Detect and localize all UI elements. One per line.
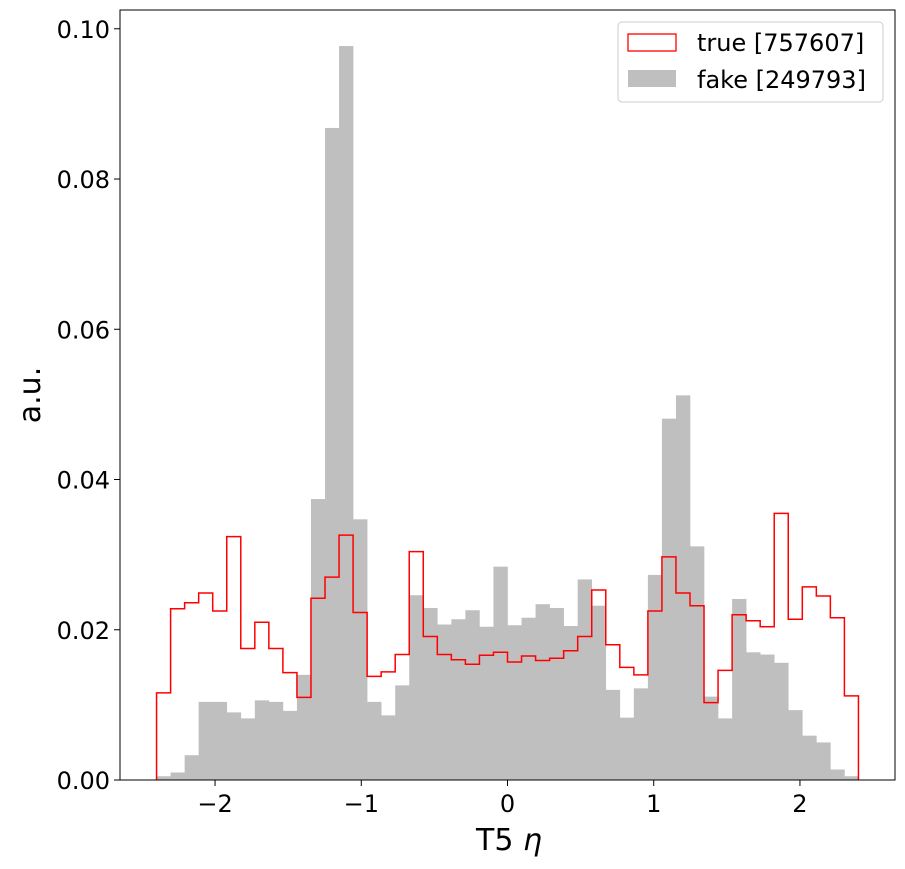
- fake-bar: [240, 718, 256, 780]
- fake-bar: [549, 607, 564, 780]
- fake-bar: [507, 625, 522, 780]
- fake-bar: [591, 605, 607, 780]
- fake-bar: [633, 688, 649, 780]
- fake-bar: [760, 654, 775, 780]
- fake-bar: [212, 701, 228, 780]
- fake-bar: [577, 579, 593, 780]
- fake-bar: [268, 701, 284, 780]
- fake-bar: [381, 715, 396, 780]
- fake-bar: [395, 685, 410, 780]
- fake-bar: [437, 624, 452, 780]
- x-tick-label: 1: [646, 790, 661, 818]
- x-tick-label: 0: [500, 790, 515, 818]
- x-tick-label: −1: [344, 790, 379, 818]
- fake-bar: [184, 755, 199, 780]
- fake-bar: [830, 769, 845, 780]
- fake-bar: [521, 617, 536, 780]
- fake-bar: [282, 710, 298, 780]
- legend-fake-swatch: [628, 70, 676, 87]
- fake-bar: [774, 662, 789, 780]
- fake-bar: [689, 546, 705, 780]
- fake-bar: [226, 712, 242, 780]
- y-axis-ticks: 0.00 0.02 0.04 0.06 0.08 0.10: [57, 16, 120, 795]
- y-tick-label: 0.02: [57, 617, 110, 645]
- fake-bar: [802, 735, 817, 780]
- fake-bar: [732, 598, 747, 780]
- fake-bar: [353, 519, 368, 780]
- fake-bar: [198, 701, 214, 780]
- x-axis-label: T5 η: [475, 823, 542, 858]
- true-series-step-line: [155, 512, 860, 780]
- fake-bar: [423, 607, 438, 780]
- fake-bar: [619, 717, 635, 780]
- fake-bar: [816, 742, 831, 780]
- fake-bar: [661, 418, 677, 780]
- x-tick-label: 2: [792, 790, 807, 818]
- y-tick-label: 0.10: [57, 16, 110, 44]
- fake-bar: [493, 566, 508, 780]
- fake-bar: [170, 772, 185, 780]
- fake-bar: [156, 776, 171, 780]
- legend-frame: [617, 21, 884, 103]
- fake-bar: [254, 700, 270, 780]
- fake-bar: [788, 710, 803, 780]
- fake-bar: [605, 689, 621, 780]
- fake-bar: [310, 499, 326, 780]
- fake-bar: [746, 652, 761, 780]
- fake-bar: [647, 574, 663, 780]
- y-tick-label: 0.04: [57, 467, 110, 495]
- fake-bar: [451, 619, 466, 780]
- fake-bar: [367, 701, 382, 780]
- fake-bar: [465, 610, 480, 780]
- y-axis-label: a.u.: [13, 367, 48, 423]
- fake-bar: [563, 626, 578, 780]
- fake-bar: [844, 776, 859, 780]
- x-tick-label: −2: [197, 790, 232, 818]
- fake-bar: [704, 696, 719, 780]
- fake-bar: [479, 626, 494, 780]
- fake-bar: [409, 595, 424, 780]
- y-tick-label: 0.08: [57, 166, 110, 194]
- fake-bar: [535, 604, 550, 780]
- fake-series-bars: [156, 46, 859, 781]
- x-axis-ticks: −2 −1 0 1 2: [197, 780, 808, 818]
- fake-bar: [325, 127, 340, 780]
- legend-fake-label: fake [249793]: [697, 66, 866, 94]
- legend-true-label: true [757607]: [697, 29, 864, 57]
- fake-bar: [675, 395, 691, 780]
- fake-bar: [339, 46, 354, 781]
- legend: true [757607] fake [249793]: [617, 21, 884, 103]
- y-tick-label: 0.06: [57, 316, 110, 344]
- legend-true-swatch: [627, 33, 677, 52]
- y-tick-label: 0.00: [57, 767, 110, 795]
- fake-bar: [296, 674, 312, 780]
- fake-bar: [718, 718, 733, 780]
